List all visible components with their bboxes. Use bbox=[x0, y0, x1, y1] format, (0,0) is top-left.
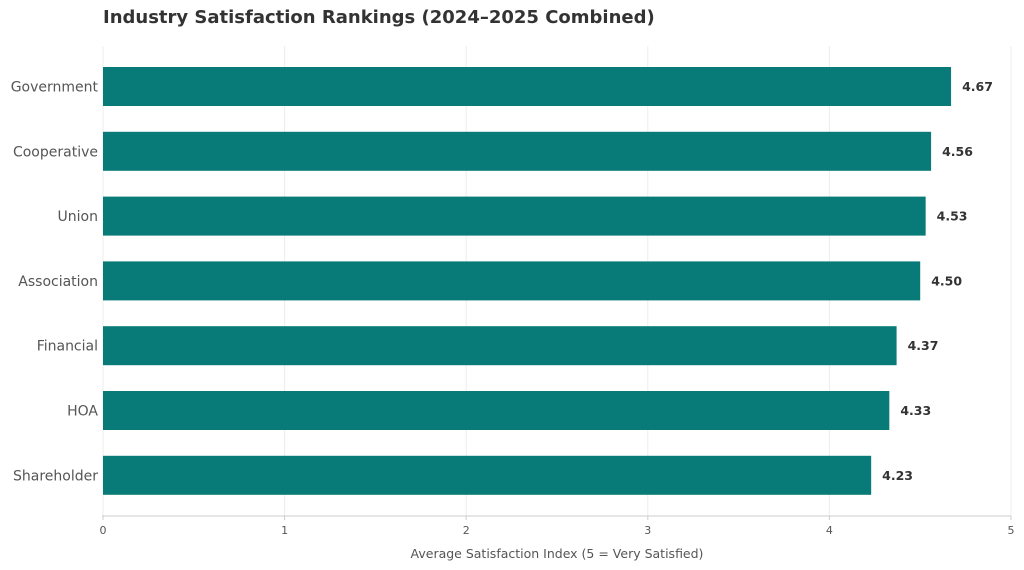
data-label: 4.53 bbox=[937, 209, 968, 224]
y-tick-label: Shareholder bbox=[13, 468, 98, 484]
bars: 4.67 4.56 4.53 4.50 4.37 4.33 4.23 bbox=[103, 67, 993, 495]
bar bbox=[103, 391, 890, 430]
bar bbox=[103, 261, 921, 301]
x-tick-label: 4 bbox=[826, 524, 833, 537]
data-label: 4.67 bbox=[962, 79, 993, 94]
x-tick-label: 1 bbox=[281, 524, 288, 537]
x-axis-label: Average Satisfaction Index (5 = Very Sat… bbox=[411, 546, 704, 561]
data-label: 4.33 bbox=[900, 403, 931, 418]
bar bbox=[103, 196, 926, 236]
bar bbox=[103, 131, 932, 171]
y-tick-label: Government bbox=[11, 80, 99, 96]
chart-title: Industry Satisfaction Rankings (2024–202… bbox=[103, 7, 655, 28]
y-tick-label: Association bbox=[18, 274, 98, 290]
y-tick-labels: Government Cooperative Union Association Fin… bbox=[11, 80, 99, 485]
y-tick-label: HOA bbox=[67, 404, 98, 420]
x-tick-label: 3 bbox=[644, 524, 651, 537]
x-tick-labels: 0 1 2 3 4 5 bbox=[100, 516, 1015, 537]
bar bbox=[103, 455, 872, 495]
x-tick-label: 5 bbox=[1008, 524, 1015, 537]
data-label: 4.56 bbox=[942, 144, 973, 159]
y-tick-label: Union bbox=[58, 209, 98, 225]
bar bbox=[103, 67, 952, 106]
data-label: 4.37 bbox=[908, 338, 939, 353]
x-tick-label: 0 bbox=[100, 524, 107, 537]
y-tick-label: Cooperative bbox=[13, 144, 98, 160]
y-tick-label: Financial bbox=[37, 339, 98, 355]
bar bbox=[103, 326, 897, 366]
data-label: 4.23 bbox=[882, 468, 913, 483]
data-label: 4.50 bbox=[931, 273, 962, 288]
x-tick-label: 2 bbox=[463, 524, 470, 537]
